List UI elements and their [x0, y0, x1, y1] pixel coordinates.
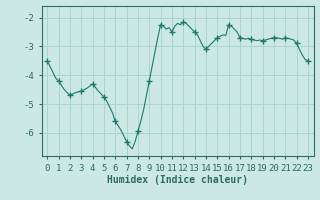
- X-axis label: Humidex (Indice chaleur): Humidex (Indice chaleur): [107, 175, 248, 185]
